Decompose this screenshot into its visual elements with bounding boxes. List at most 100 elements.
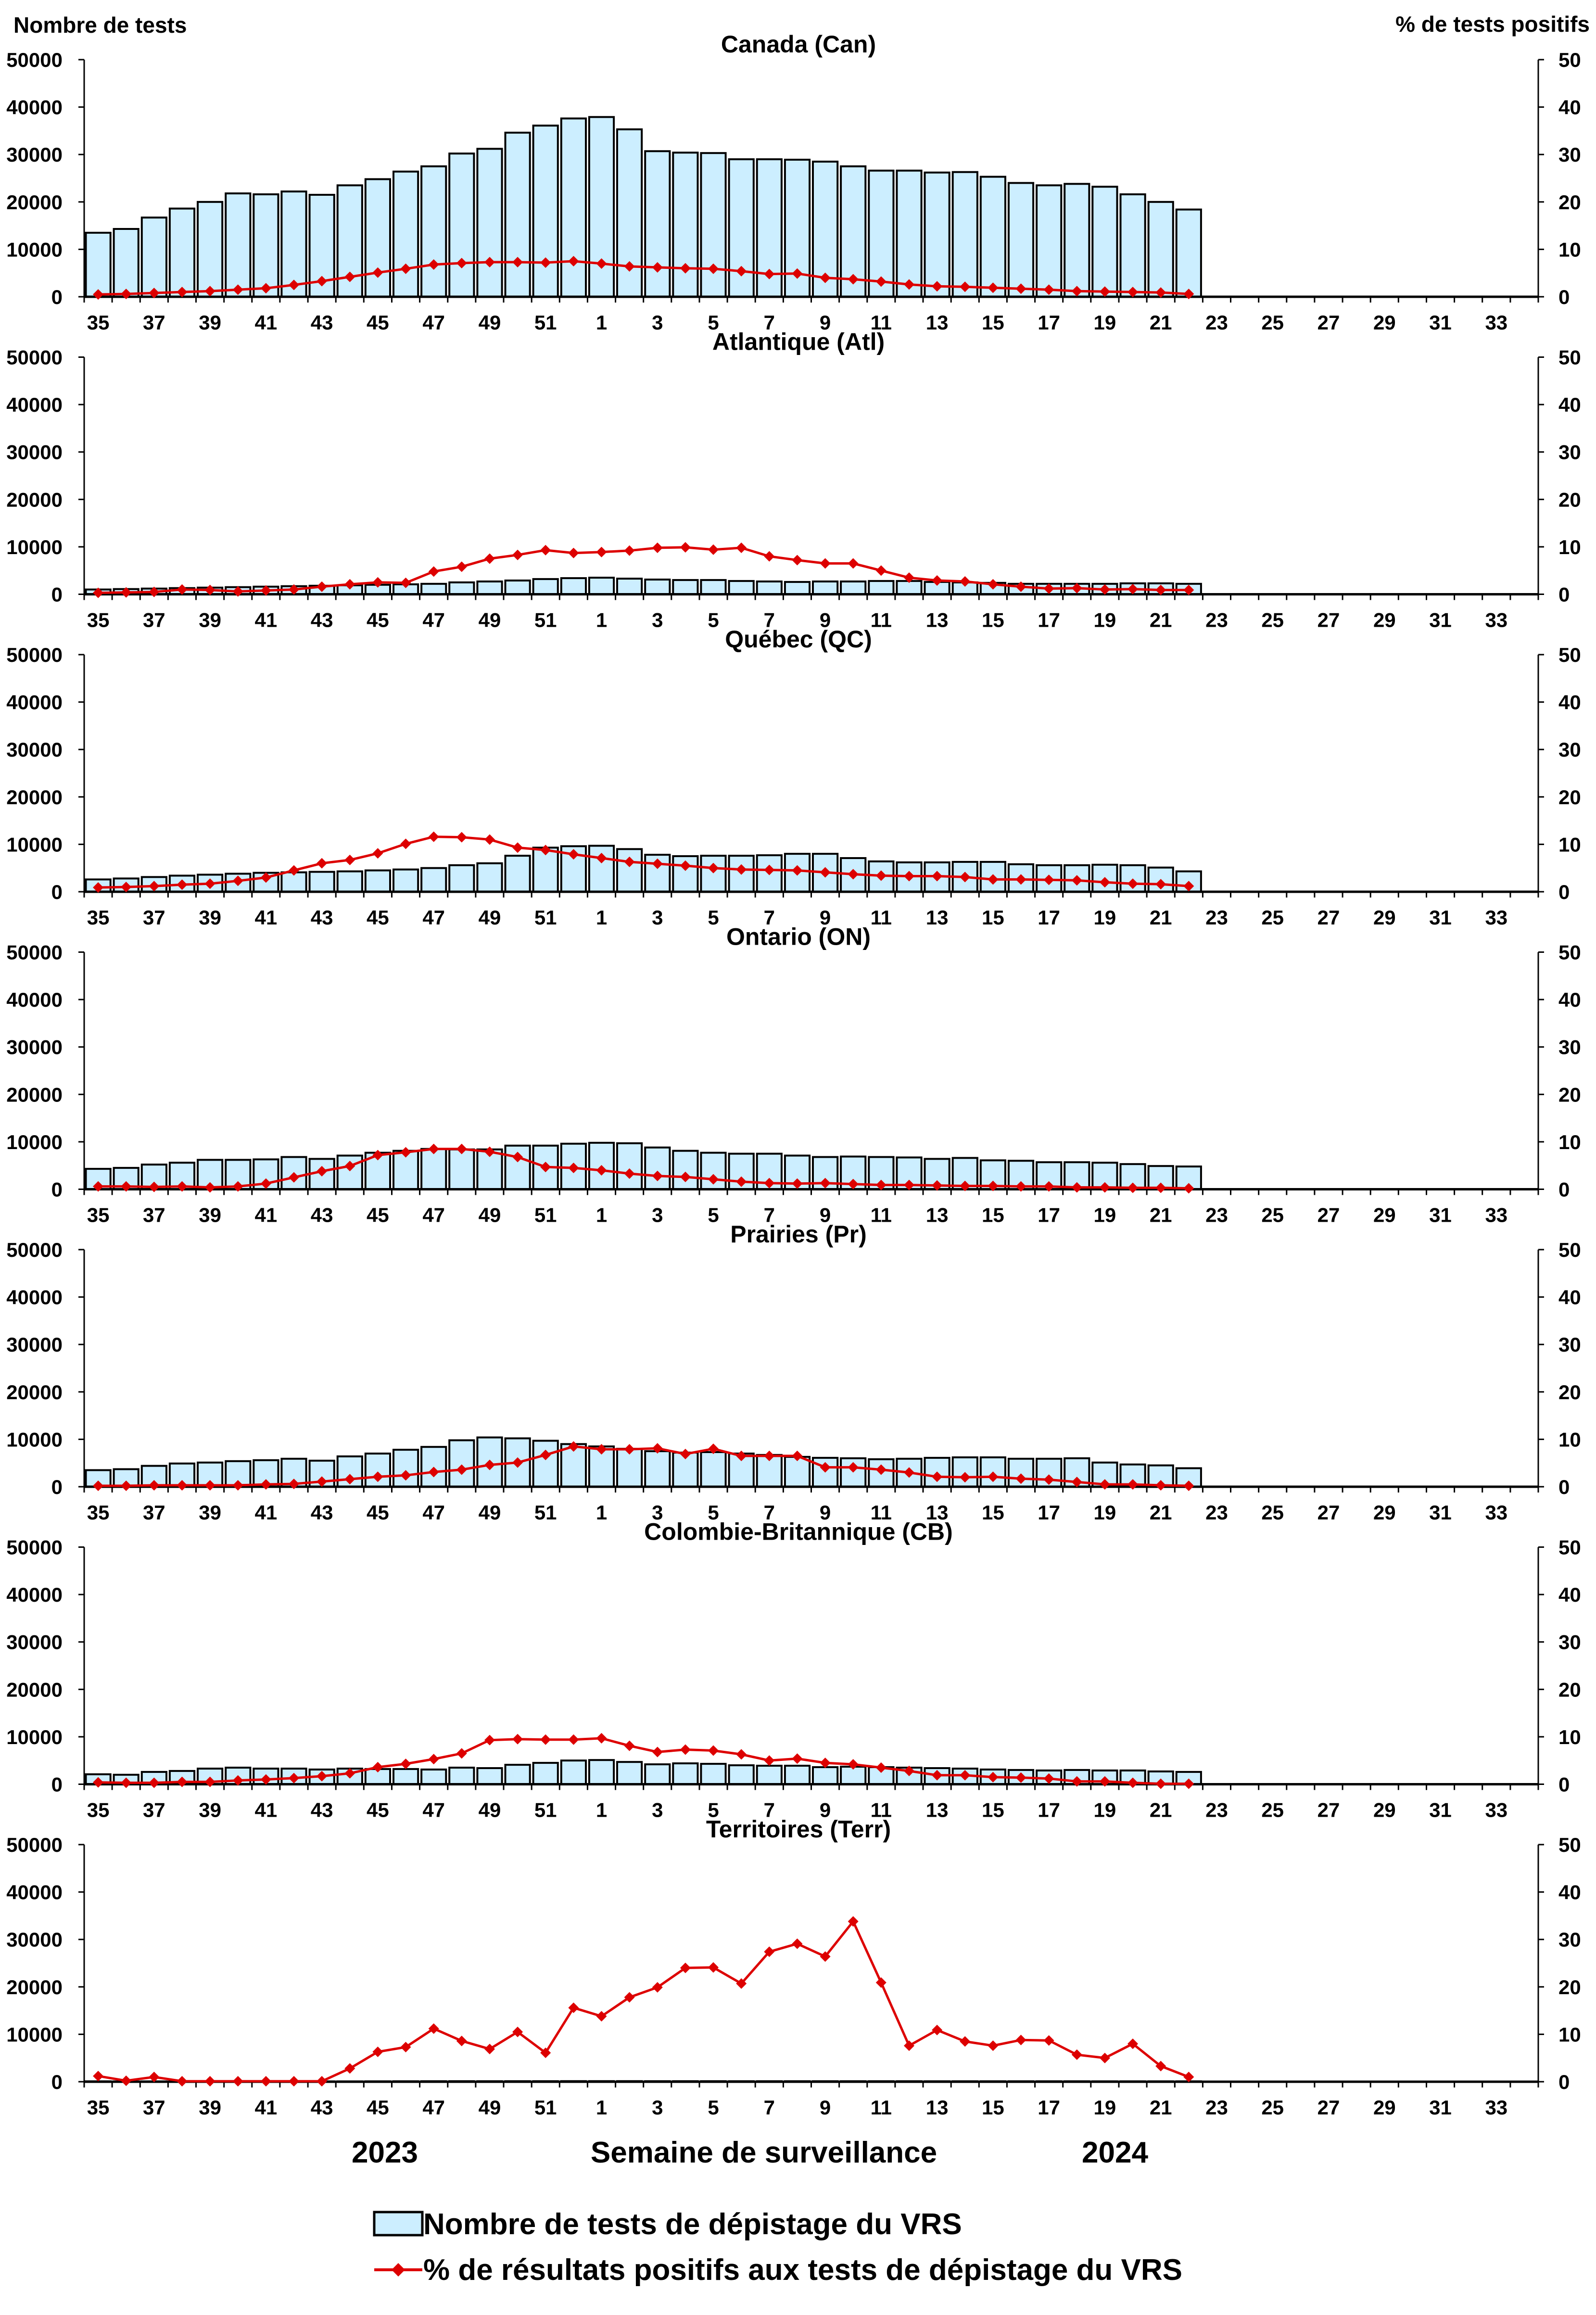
x-tick-label: 45 xyxy=(367,2096,389,2119)
positivity-point xyxy=(1015,283,1026,294)
positivity-point xyxy=(317,581,328,592)
positivity-point xyxy=(1099,1776,1110,1787)
positivity-point xyxy=(512,2026,523,2037)
positivity-point xyxy=(848,558,859,569)
positivity-point xyxy=(260,2076,271,2087)
positivity-point xyxy=(1099,584,1110,595)
x-tick-label: 3 xyxy=(652,1799,663,1822)
positivity-point xyxy=(372,1150,383,1161)
bar xyxy=(253,193,279,298)
y2-tick-label: 0 xyxy=(1558,1476,1570,1498)
positivity-point xyxy=(848,1759,859,1770)
x-tick-label: 3 xyxy=(652,2096,663,2119)
bar xyxy=(448,581,475,595)
positivity-point xyxy=(875,870,887,881)
positivity-point xyxy=(1071,1776,1082,1787)
year-label-2023: 2023 xyxy=(352,2136,418,2169)
positivity-point xyxy=(400,2042,411,2052)
panels: Canada (Can)0100002000030000400005000001… xyxy=(6,31,1581,2119)
y2-tick-label: 40 xyxy=(1558,1286,1581,1309)
positivity-point xyxy=(568,256,579,266)
x-tick-label: 21 xyxy=(1150,609,1172,632)
positivity-point xyxy=(428,831,439,842)
x-tick-label: 29 xyxy=(1373,609,1396,632)
x-tick-label: 7 xyxy=(764,609,775,632)
positivity-point xyxy=(848,274,859,285)
x-tick-label: 1 xyxy=(596,906,607,929)
positivity-line xyxy=(98,1445,1189,1487)
positivity-point xyxy=(149,586,160,597)
x-tick-label: 41 xyxy=(255,1799,278,1822)
positivity-point xyxy=(93,2071,104,2082)
positivity-point xyxy=(428,2023,439,2034)
positivity-point xyxy=(372,1471,383,1482)
positivity-point xyxy=(484,1146,495,1157)
positivity-point xyxy=(596,546,607,557)
positivity-point xyxy=(149,1777,160,1788)
positivity-point xyxy=(792,1938,803,1949)
y2-tick-label: 10 xyxy=(1558,536,1581,558)
x-tick-label: 9 xyxy=(820,906,831,929)
x-tick-label: 35 xyxy=(87,906,110,929)
positivity-point xyxy=(1071,875,1082,886)
x-tick-label: 1 xyxy=(596,2096,607,2119)
right-axis-title: % de tests positifs xyxy=(1395,12,1590,37)
positivity-point xyxy=(792,1178,803,1189)
positivity-point xyxy=(149,1480,160,1491)
bar xyxy=(476,862,503,893)
x-tick-label: 27 xyxy=(1317,609,1340,632)
x-tick-label: 3 xyxy=(652,1204,663,1227)
positivity-point xyxy=(121,882,132,893)
positivity-point xyxy=(652,1170,663,1181)
y2-tick-label: 50 xyxy=(1558,346,1581,369)
positivity-point xyxy=(904,1765,914,1776)
positivity-point xyxy=(1183,1778,1194,1789)
positivity-point xyxy=(875,1179,887,1190)
y-tick-label: 50000 xyxy=(6,49,63,71)
y2-tick-label: 50 xyxy=(1558,644,1581,666)
x-tick-label: 23 xyxy=(1205,1799,1228,1822)
y2-tick-label: 10 xyxy=(1558,1726,1581,1748)
positivity-point xyxy=(1183,584,1194,595)
x-tick-label: 25 xyxy=(1261,1501,1284,1524)
x-tick-label: 27 xyxy=(1317,1501,1340,1524)
y-tick-label: 10000 xyxy=(6,238,63,261)
positivity-point xyxy=(540,1734,551,1745)
positivity-point xyxy=(568,1441,579,1452)
positivity-point xyxy=(764,1177,775,1189)
x-tick-label: 19 xyxy=(1094,1204,1116,1227)
positivity-point xyxy=(289,279,299,291)
x-tick-label: 25 xyxy=(1261,1204,1284,1227)
positivity-point xyxy=(960,1770,971,1781)
y2-tick-label: 50 xyxy=(1558,1834,1581,1856)
positivity-point xyxy=(540,845,551,856)
positivity-point xyxy=(932,575,943,586)
positivity-point xyxy=(232,1181,243,1192)
x-tick-label: 47 xyxy=(422,609,445,632)
positivity-point xyxy=(792,1753,803,1764)
x-tick-label: 9 xyxy=(820,609,831,632)
positivity-point xyxy=(1127,1182,1138,1193)
x-tick-label: 19 xyxy=(1094,311,1116,334)
bar xyxy=(420,867,447,893)
y-tick-label: 20000 xyxy=(6,786,63,809)
positivity-point xyxy=(1015,1473,1026,1484)
y-tick-label: 0 xyxy=(51,2071,63,2093)
positivity-point xyxy=(93,587,104,598)
x-tick-label: 11 xyxy=(871,609,892,632)
bar xyxy=(1007,182,1035,298)
positivity-point xyxy=(624,1444,635,1455)
positivity-point xyxy=(177,584,188,595)
x-tick-label: 9 xyxy=(820,1799,831,1822)
panel-1: Atlantique (Atl)010000200003000040000500… xyxy=(6,329,1581,632)
positivity-point xyxy=(372,1762,383,1772)
positivity-point xyxy=(680,1962,691,1973)
x-tick-label: 27 xyxy=(1317,2096,1340,2119)
x-tick-label: 29 xyxy=(1373,1204,1396,1227)
x-tick-label: 41 xyxy=(255,2096,278,2119)
positivity-point xyxy=(260,1479,271,1490)
positivity-point xyxy=(204,1182,215,1193)
y-tick-label: 20000 xyxy=(6,1976,63,1999)
bar xyxy=(85,231,112,298)
